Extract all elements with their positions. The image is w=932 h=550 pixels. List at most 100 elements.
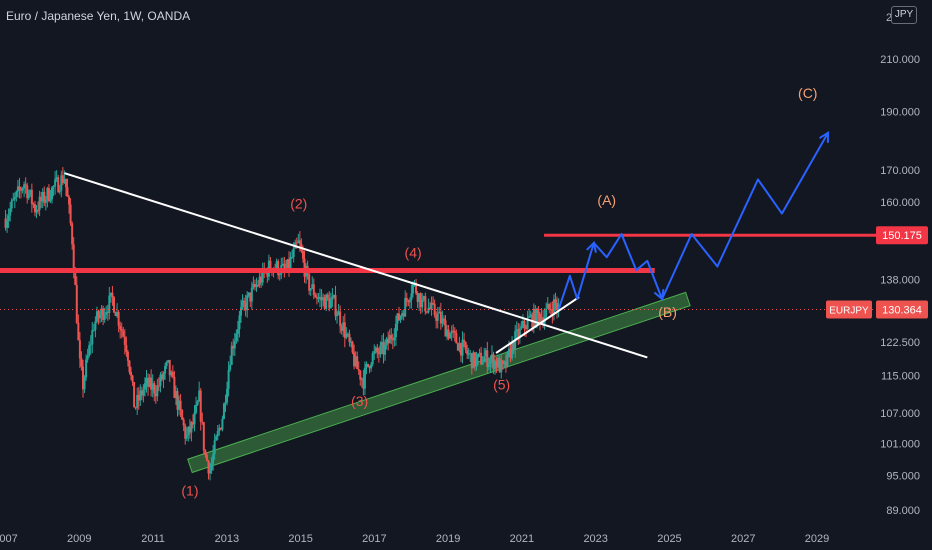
candle-body xyxy=(134,407,137,409)
candle-body xyxy=(139,390,142,401)
candle-body xyxy=(253,284,256,287)
candle-body xyxy=(37,209,40,211)
candle-body xyxy=(55,177,58,180)
candle-body xyxy=(449,333,452,339)
projection-polyline[interactable] xyxy=(557,132,829,310)
candle-body xyxy=(376,347,379,353)
candle-body xyxy=(301,250,304,259)
candle-body xyxy=(295,242,298,244)
candle-body xyxy=(354,356,357,367)
trend-line[interactable] xyxy=(64,172,648,359)
candle-body xyxy=(441,318,444,324)
level-price-badge xyxy=(876,226,928,245)
candle-body xyxy=(348,333,351,343)
candle-body xyxy=(178,400,181,410)
x-axis[interactable]: 2007 2009 2011 2013 2015 2017 2019 2021 2023 2025… xyxy=(0,528,932,550)
candle-body xyxy=(407,300,410,303)
candle-body xyxy=(153,383,156,394)
candle-body xyxy=(57,177,60,193)
candle-body xyxy=(221,418,224,430)
candle-body xyxy=(283,263,286,270)
candle-body xyxy=(470,353,473,369)
candle-body xyxy=(246,295,249,311)
candle-body xyxy=(518,328,521,338)
candle-body xyxy=(199,390,202,422)
candle-body xyxy=(489,359,492,364)
candle-body xyxy=(66,187,69,197)
candle-body xyxy=(137,394,140,401)
support-channel[interactable] xyxy=(187,291,691,474)
candle-body xyxy=(487,363,490,367)
x-axis-background xyxy=(0,528,932,550)
candle-body xyxy=(222,403,225,419)
candle-body xyxy=(4,218,7,228)
support-channel-band[interactable] xyxy=(187,291,691,474)
candle-body xyxy=(495,360,498,368)
candle-body xyxy=(331,296,334,300)
candle-body xyxy=(281,263,284,266)
candle-body xyxy=(551,310,554,315)
candle-body xyxy=(243,300,246,303)
candle-body xyxy=(116,311,119,317)
candle-body xyxy=(314,295,317,298)
candle-body xyxy=(497,358,500,368)
candle-body xyxy=(315,297,318,299)
candle-body xyxy=(529,314,532,317)
wave-label: (4) xyxy=(405,244,422,260)
candle-body xyxy=(425,311,428,313)
y-tick-label: 138.000 xyxy=(880,275,920,287)
candle-body xyxy=(363,367,366,389)
candle-body xyxy=(114,312,117,317)
candle-body xyxy=(388,335,391,344)
candle-body xyxy=(446,329,449,337)
candle-body xyxy=(377,352,380,355)
candle-body xyxy=(255,284,258,287)
candle-body xyxy=(511,342,514,359)
candle-body xyxy=(278,274,281,276)
candle-body xyxy=(459,343,462,356)
candle-body xyxy=(371,353,374,365)
candle-body xyxy=(291,257,294,259)
candle-body xyxy=(108,295,111,313)
candle-body xyxy=(257,284,260,286)
projection-path[interactable] xyxy=(557,130,830,310)
candle-body xyxy=(109,292,112,296)
candle-body xyxy=(360,378,363,380)
candle-body xyxy=(515,329,518,332)
candle-body xyxy=(198,390,201,402)
trend-line[interactable] xyxy=(495,296,580,354)
candle-body xyxy=(250,287,253,302)
candle-body xyxy=(374,347,377,352)
resistance-levels[interactable] xyxy=(0,233,876,311)
candle-body xyxy=(46,187,49,200)
candle-body xyxy=(463,339,466,342)
candle-body xyxy=(40,196,43,202)
trend-lines[interactable] xyxy=(64,172,648,359)
candle-body xyxy=(71,223,74,245)
currency-button[interactable]: JPY xyxy=(891,6,917,24)
candle-body xyxy=(182,419,185,426)
candle-body xyxy=(336,315,339,317)
y-tick-label: 210.000 xyxy=(880,54,920,66)
x-tick-label: 2009 xyxy=(67,533,91,545)
candle-body xyxy=(167,359,170,362)
candle-body xyxy=(54,179,57,187)
candle-body xyxy=(384,344,387,355)
candle-body xyxy=(95,311,98,322)
candle-body xyxy=(308,273,311,291)
candle-body xyxy=(346,333,349,335)
y-axis[interactable]: 210.000 190.000 170.000 160.000 138.000 122.5… xyxy=(876,0,932,550)
candle-body xyxy=(176,391,179,410)
candle-body xyxy=(26,185,29,199)
candle-body xyxy=(191,422,194,425)
candle-body xyxy=(233,340,236,349)
x-tick-label: 2013 xyxy=(215,533,239,545)
candle-body xyxy=(52,186,55,188)
candle-body xyxy=(353,352,356,367)
candle-body xyxy=(408,300,411,303)
x-tick-label: 2027 xyxy=(731,533,755,545)
candle-body xyxy=(362,378,365,389)
candle-body xyxy=(442,318,445,321)
candle-body xyxy=(9,208,12,216)
